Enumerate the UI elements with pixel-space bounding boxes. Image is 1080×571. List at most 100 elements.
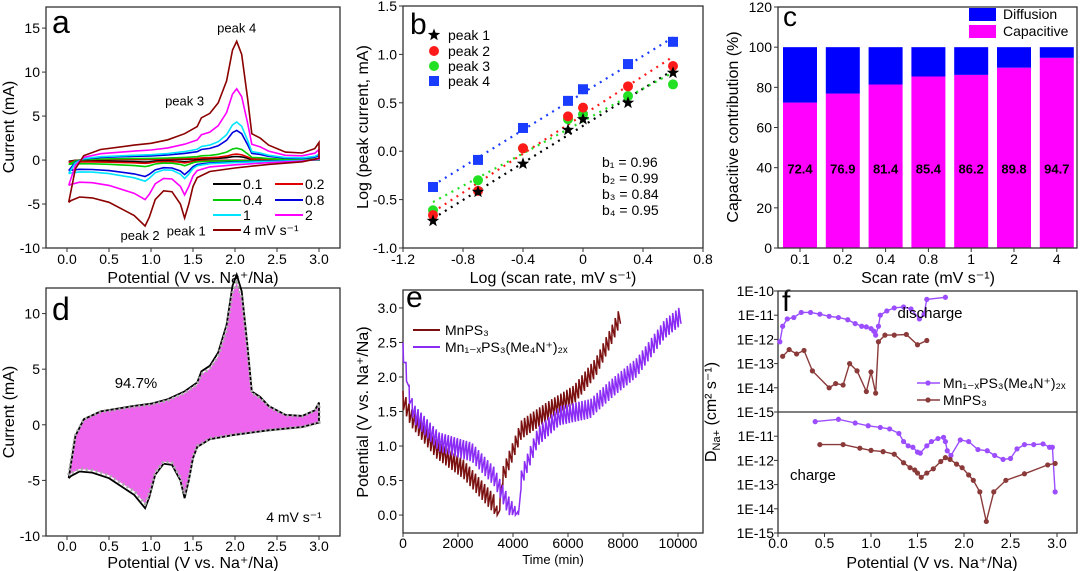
diffusivity-point (924, 470, 930, 476)
diffusivity-point (880, 449, 886, 455)
x-tick-label: 3.0 (309, 251, 329, 267)
legend-label: 2 (305, 207, 313, 223)
legend-label: MnPS₃ (943, 392, 987, 408)
diffusivity-point (807, 309, 814, 316)
x-tick-label: 2.5 (267, 538, 287, 554)
bar-diffusion (868, 47, 903, 85)
diffusivity-point (924, 337, 930, 344)
y-tick-label: 40 (756, 160, 772, 176)
data-point-peak-2 (518, 143, 528, 154)
bar-diffusion (783, 47, 817, 103)
data-point-peak-3 (623, 91, 633, 102)
x-axis-label: Time (min) (522, 552, 584, 567)
diffusivity-point (983, 518, 989, 525)
diffusivity-charge-line (815, 418, 1056, 492)
legend-label: Mn₁₋ₓPS₃(Me₄N⁺)₂ₓ (943, 375, 1066, 391)
x-tick-label: 0.0 (768, 535, 788, 551)
diffusivity-point (910, 444, 916, 450)
data-point-peak-4 (518, 122, 528, 133)
diffusivity-discharge-line (782, 333, 928, 394)
panel-letter-c: c (783, 1, 797, 32)
bar-diffusion (911, 47, 946, 77)
fit-line-peak-2 (432, 55, 674, 213)
diffusivity-point (891, 305, 897, 311)
y-tick-label: 2.5 (378, 334, 398, 350)
data-point-peak-4 (668, 36, 678, 47)
y-tick-label: -0.5 (373, 192, 397, 208)
x-tick-label: 2 (1010, 251, 1018, 267)
x-tick-label: 10000 (659, 535, 698, 551)
gitt-curve (402, 307, 682, 518)
diffusivity-point (865, 423, 871, 429)
panel-letter-a: a (52, 4, 70, 40)
y-tick-label: 1E-11 (738, 428, 775, 444)
diffusivity-point (1014, 446, 1020, 452)
diffusivity-point (1021, 441, 1028, 448)
diffusivity-point (953, 461, 960, 467)
diffusivity-point (944, 448, 950, 454)
peak-annotation: peak 3 (165, 94, 204, 109)
x-tick-label: 1.0 (141, 538, 161, 554)
data-point-peak-2 (623, 81, 633, 92)
x-tick-label: 0.5 (815, 535, 835, 551)
x-tick-label: 1 (967, 251, 975, 267)
y-axis-label: Capacitive contribution (%) (725, 31, 742, 222)
diffusivity-point (942, 438, 949, 445)
diffusivity-point (877, 424, 883, 431)
diffusivity-point (935, 435, 941, 442)
legend-label: 0.4 (243, 192, 263, 208)
legend-label: peak 3 (448, 58, 490, 74)
data-point-peak-4 (623, 59, 633, 70)
diffusivity-point (916, 316, 922, 322)
diffusivity-point (984, 448, 990, 454)
diffusivity-point (794, 351, 800, 357)
diffusivity-point (940, 434, 947, 440)
y-tick-label: 1E-13 (737, 356, 775, 372)
cv-curve-1 (68, 120, 320, 183)
data-point-peak-2 (563, 111, 573, 122)
diffusivity-point (835, 416, 842, 422)
y-tick-label: 3.0 (378, 300, 398, 316)
data-point-peak-1 (426, 214, 440, 227)
bar-diffusion (954, 47, 989, 75)
diffusivity-point (896, 430, 902, 437)
x-tick-label: 3.0 (309, 538, 329, 554)
diffusivity-point (857, 445, 863, 451)
legend-label: Mn₁₋ₓPS₃(Me₄N⁺)₂ₓ (445, 339, 568, 355)
legend-label: 0.8 (305, 192, 325, 208)
x-tick-label: -0.4 (511, 251, 535, 267)
legend-label: Diffusion (1003, 6, 1057, 22)
diffusivity-point (891, 332, 897, 338)
diffusivity-point (1007, 455, 1014, 462)
diffusivity-point (817, 311, 823, 317)
data-point-peak-4 (563, 95, 573, 106)
x-tick-label: 3.0 (1047, 535, 1067, 551)
bar-capacitive (954, 74, 989, 248)
diffusivity-point (942, 455, 949, 461)
diffusivity-point (914, 470, 921, 476)
diffusivity-point (887, 426, 893, 432)
diffusivity-point (863, 388, 869, 395)
diffusivity-point (780, 353, 786, 359)
data-point-peak-3 (473, 175, 483, 186)
legend-marker (427, 28, 441, 41)
data-point-peak-1 (516, 157, 530, 169)
x-tick-label: 2.5 (1001, 535, 1021, 551)
x-tick-label: 0.4 (876, 251, 896, 267)
fit-line-peak-1 (432, 69, 674, 220)
diffusivity-point (784, 316, 790, 322)
diffusivity-point (900, 460, 907, 466)
x-tick-label: 1.5 (908, 535, 928, 551)
diffusivity-point (942, 294, 949, 300)
bar-capacitive (825, 93, 860, 248)
legend-marker (429, 61, 439, 71)
x-tick-label: 6000 (552, 535, 583, 551)
y-axis-label: Potential (V vs. Na⁺/Na) (355, 326, 372, 497)
diffusivity-point (921, 311, 927, 317)
bar-diffusion (825, 47, 860, 94)
peak-annotation: peak 2 (121, 228, 160, 243)
data-point-peak-1 (561, 123, 575, 136)
bar-value-label: 94.7 (1044, 162, 1069, 177)
diffusivity-point (873, 390, 879, 396)
